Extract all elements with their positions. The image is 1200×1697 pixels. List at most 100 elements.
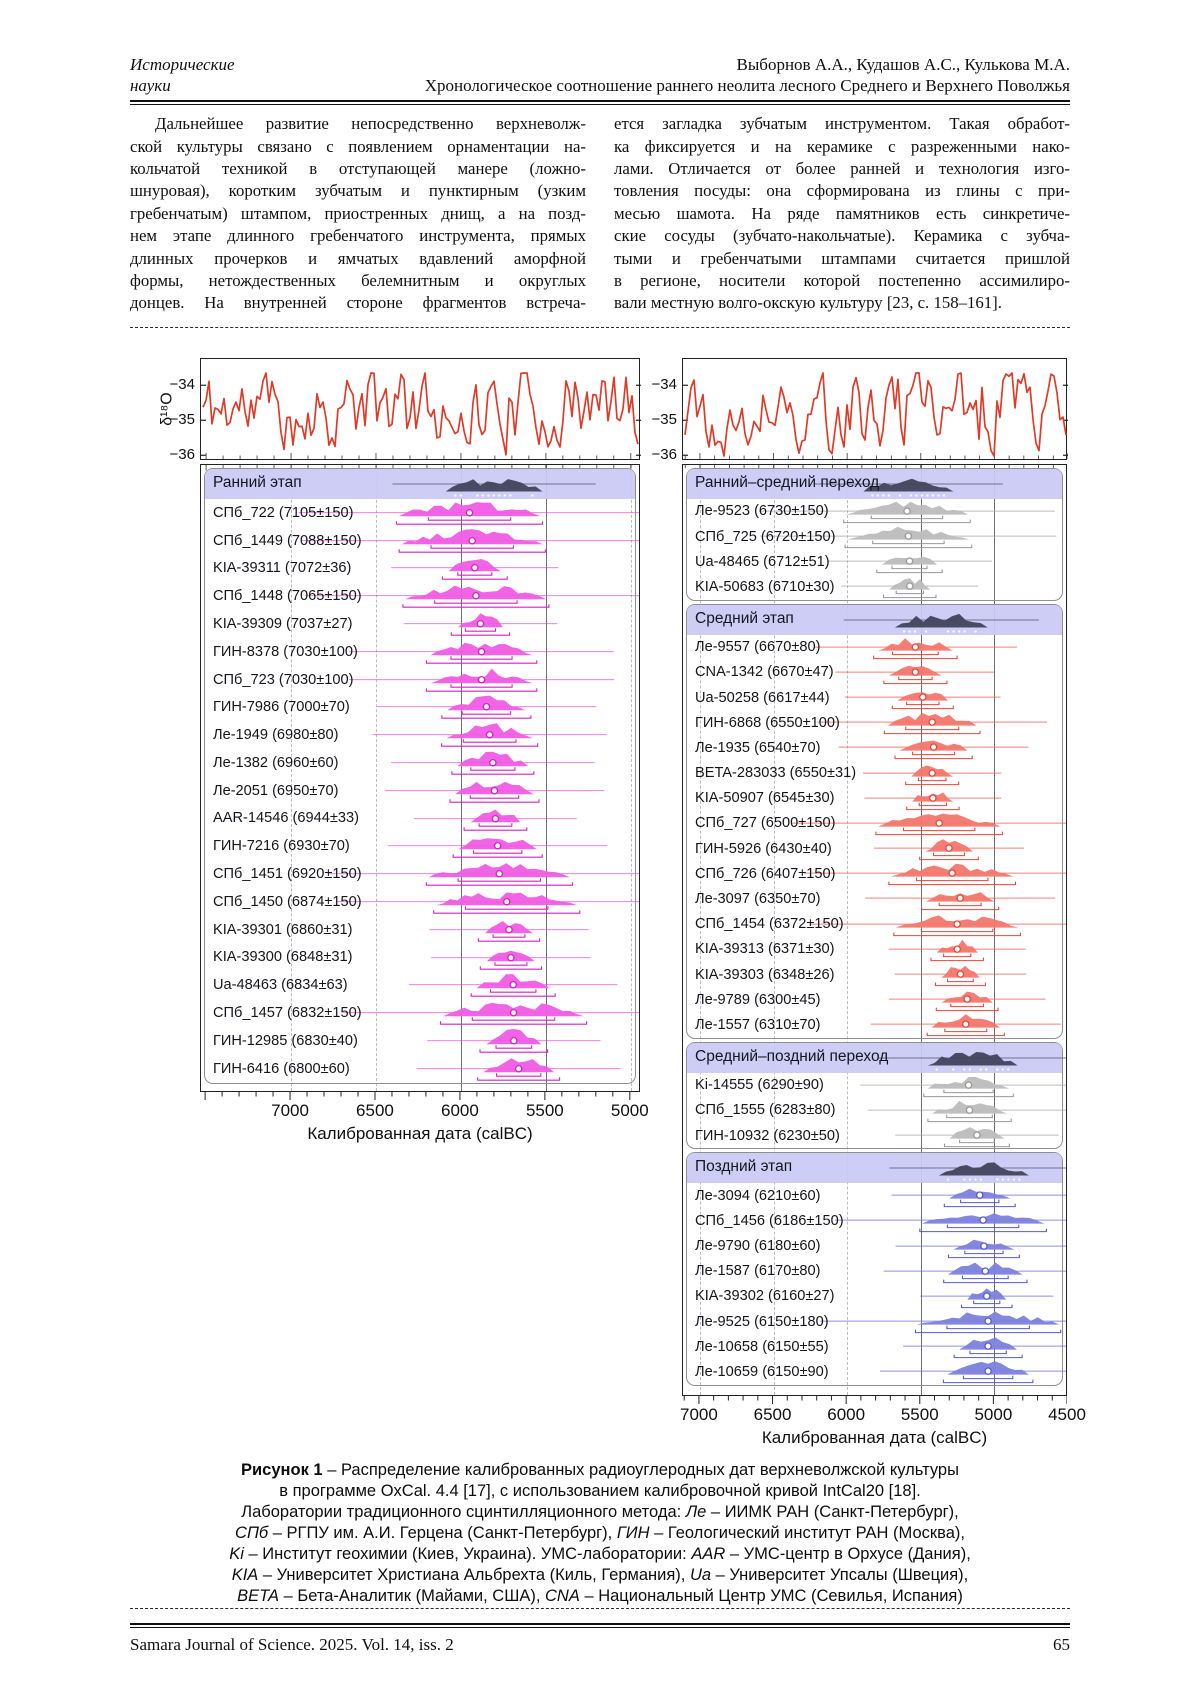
body-text-line: формы, нетождественных белемнитным и окр…	[130, 271, 586, 291]
date-label: Ua-50258 (6617±44)	[695, 689, 830, 706]
phase-distribution	[889, 1162, 1066, 1181]
date-row: Ле-10659 (6150±90)	[687, 1359, 1066, 1384]
date-distribution	[803, 863, 1066, 886]
date-row: Ле-1382 (6960±60)	[205, 749, 635, 777]
body-text-line: нем этапе длинного гребенчатого инструме…	[130, 226, 586, 246]
date-label: KIA-39309 (7037±27)	[213, 615, 353, 632]
date-row: Ле-3094 (6210±60)	[687, 1183, 1066, 1208]
date-row: СПб_726 (6407±150)	[687, 861, 1066, 886]
date-distribution	[813, 637, 1017, 659]
date-label: KIA-50907 (6545±30)	[695, 790, 835, 807]
date-distribution	[413, 809, 577, 831]
date-row: KIA-39300 (6848±31)	[205, 944, 635, 972]
body-text-line: тыми и гребенчатыми штампами считается п…	[614, 248, 1070, 268]
date-distribution	[372, 723, 607, 747]
oxcal-plot: Ранний этап СПб_722 (7105±150) СПб_1449 (7…	[200, 463, 640, 1093]
gridline-solid	[460, 464, 462, 1092]
date-row: ГИН-10932 (6230±50)	[687, 1123, 1062, 1148]
phase-distribution	[392, 478, 596, 497]
panel-left: −34 −35 −36 δ¹⁸O Ранний этап СПб_722 (7105±15…	[158, 357, 649, 1144]
date-row: Ле-10658 (6150±55)	[687, 1334, 1066, 1359]
date-label: Ле-9789 (6300±45)	[695, 991, 821, 1008]
date-label: Ле-1382 (6960±60)	[213, 754, 339, 771]
body-text-line: шнуровая), коротким зубчатым и пунктирны…	[130, 181, 586, 201]
x-tick-label: 7000	[271, 1101, 309, 1121]
gridline	[291, 464, 293, 1092]
date-label: Ле-3094 (6210±60)	[695, 1187, 821, 1204]
date-row: KIA-39303 (6348±26)	[687, 962, 1062, 987]
date-label: KIA-39313 (6371±30)	[695, 941, 835, 958]
date-distribution	[888, 991, 1046, 1012]
x-tick-label: 6500	[753, 1405, 792, 1425]
date-label: СПб_722 (7105±150)	[213, 504, 354, 521]
date-label: Ле-1949 (6980±80)	[213, 727, 339, 744]
date-label: KIA-39303 (6348±26)	[695, 966, 835, 983]
body-text-line: ка фиксируется и на керамике с разреженн…	[614, 136, 1070, 156]
gridline	[773, 464, 775, 1396]
date-label: ГИН-7986 (7000±70)	[213, 699, 350, 716]
phase-label: Ранний–средний переход	[695, 473, 880, 491]
x-axis-labels: 7000 6500 6000 5500 5000 4500	[680, 1405, 1086, 1425]
body-column-left: Дальнейшее развитие непосредственно верх…	[130, 113, 586, 315]
body-text-line: Дальнейшее развитие непосредственно верх…	[155, 114, 586, 134]
date-distribution	[390, 559, 559, 581]
date-row: ГИН-7216 (6930±70)	[205, 832, 635, 860]
date-distribution	[403, 613, 557, 636]
d18o-tick-label: −35	[169, 411, 195, 429]
page-content: Исторические науки Выборнов А.А., Кудашо…	[130, 0, 1086, 1655]
date-row: СПб_1555 (6283±80)	[687, 1098, 1066, 1123]
date-label: Ki-14555 (6290±90)	[695, 1077, 824, 1094]
date-label: СПб_1448 (7065±150)	[213, 588, 362, 605]
date-distribution	[835, 665, 995, 684]
gridline	[847, 464, 849, 1396]
d18o-curve	[683, 371, 1068, 459]
header-article-title: Хронологическое соотношение раннего неол…	[424, 76, 1070, 95]
date-row: Ле-9557 (6670±80)	[687, 635, 1062, 660]
x-tick-label: 5500	[525, 1101, 564, 1121]
date-label: СПб_1450 (6874±150)	[213, 893, 362, 910]
date-label: Ле-9790 (6180±60)	[695, 1238, 821, 1255]
date-distribution	[891, 1188, 1066, 1208]
date-row: Ле-9523 (6730±150)	[687, 499, 1062, 524]
date-label: AAR-14546 (6944±33)	[213, 810, 359, 827]
caption-line: Ki – Институт геохимии (Киев, Украина). …	[229, 1544, 971, 1563]
d18o-tick-label: −34	[651, 376, 677, 394]
date-row: СПб_722 (7105±150)	[205, 499, 639, 527]
date-row: СПб_725 (6720±150)	[687, 524, 1062, 549]
x-tick-label: 5000	[610, 1101, 649, 1121]
body-text-line: донцев. На внутренней стороне фрагментов…	[130, 293, 586, 313]
phase-distribution	[877, 1051, 1066, 1071]
date-row: ГИН-5926 (6430±40)	[687, 836, 1062, 861]
gridline-solid	[545, 464, 547, 1092]
date-label: Ua-48465 (6712±51)	[695, 553, 830, 570]
phase-box: Поздний этап Ле-3094 (6210±60) СПб_1456 (6…	[686, 1152, 1066, 1386]
date-distribution	[841, 578, 978, 599]
footer-page-number: 65	[1053, 1635, 1070, 1655]
x-tick-label: 6000	[827, 1405, 866, 1425]
date-distribution	[902, 1337, 1066, 1359]
date-distribution	[376, 696, 596, 720]
date-row: BETA-283033 (6550±31)	[687, 761, 1062, 786]
figure-caption: Рисунок 1 – Распределение калиброванных …	[130, 1460, 1070, 1607]
date-distribution	[867, 1100, 1066, 1122]
date-distribution	[879, 1361, 1066, 1384]
date-label: ГИН-7216 (6930±70)	[213, 838, 350, 855]
date-row: AAR-14546 (6944±33)	[205, 805, 635, 833]
date-label: Ле-9523 (6730±150)	[695, 503, 829, 520]
date-label: KIA-39301 (6860±31)	[213, 921, 353, 938]
date-distribution	[335, 892, 639, 914]
caption-line: BETA – Бета-Аналитик (Майами, США), CNA …	[237, 1586, 963, 1605]
date-label: Ле-3097 (6350±70)	[695, 891, 821, 908]
date-distribution	[894, 965, 1026, 987]
x-axis-ticks	[204, 1092, 631, 1101]
date-row: KIA-39301 (6860±31)	[205, 916, 635, 944]
date-row: ГИН-6868 (6550±100)	[687, 710, 1062, 735]
date-label: KIA-39302 (6160±27)	[695, 1288, 835, 1305]
caption-line: Лаборатории традиционного сцинтилляционн…	[241, 1502, 959, 1521]
body-text-line: ской культуры связано с появлением орнам…	[130, 136, 586, 156]
date-distribution	[426, 1028, 601, 1053]
body-text-line: ские сосуды (зубчато-накольчатые). Керам…	[614, 226, 1070, 246]
date-distribution	[873, 839, 1024, 861]
date-row: Ле-1587 (6170±80)	[687, 1259, 1066, 1284]
footer-journal: Samara Journal of Science. 2025. Vol. 14…	[130, 1635, 454, 1655]
